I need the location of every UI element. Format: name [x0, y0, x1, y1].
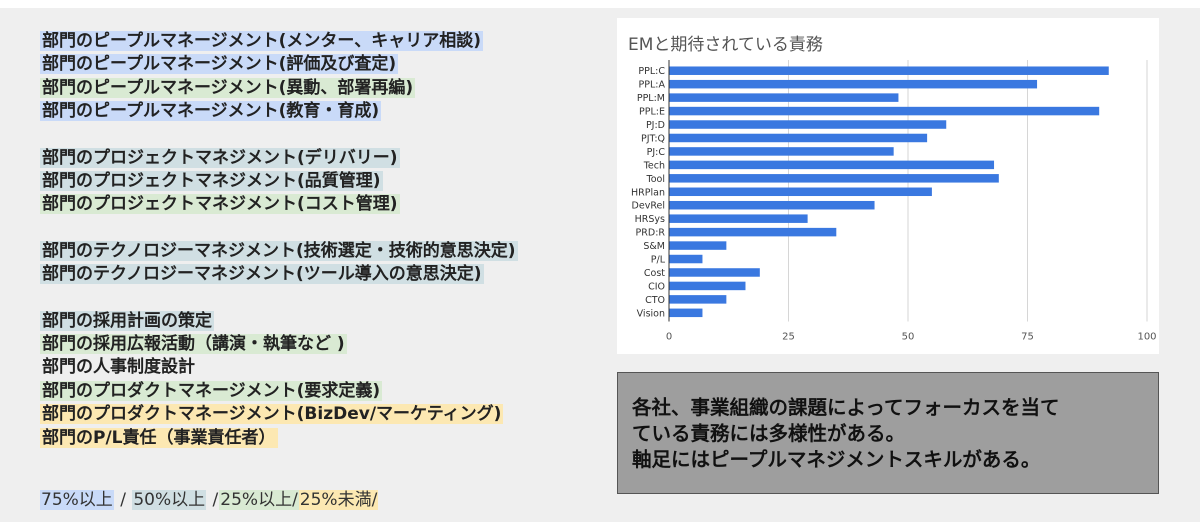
category-label: P/L	[651, 255, 666, 266]
duty-item: 部門の採用広報活動（講演・執筆など )	[40, 333, 600, 356]
duty-item-label: 部門のプロダクトマネージメント(要求定義)	[40, 380, 383, 401]
list-spacer	[40, 217, 600, 240]
duty-item-label: 部門の採用広報活動（講演・執筆など )	[40, 334, 347, 355]
bar	[669, 120, 947, 129]
duty-item-label: 部門のピープルマネージメント(評価及び査定)	[40, 54, 399, 75]
duty-item-label: 部門の採用計画の策定	[40, 310, 214, 331]
bar	[669, 147, 894, 156]
category-label: PJ:C	[647, 147, 666, 158]
legend-separator: /	[207, 490, 219, 510]
bar-chart: 0 25 50 75 100 PPL:C PPL:A PPL:M PPL:E PJ:D PJT:Q P…	[631, 60, 1157, 343]
bar	[669, 214, 808, 223]
category-label: PPL:E	[639, 107, 665, 118]
duty-item: 部門の採用計画の策定	[40, 310, 600, 333]
summary-note-text: 各社、事業組織の課題によってフォーカスを当て ている責務には多様性がある。 軸足…	[632, 396, 1060, 471]
coverage-legend: 75%以上 / 50%以上 /25%以上/25%未満/	[40, 485, 379, 510]
duty-item: 部門のピープルマネージメント(評価及び査定)	[40, 53, 600, 76]
bar	[669, 66, 1109, 75]
duty-item-label: 部門のピープルマネージメント(教育・育成)	[40, 101, 382, 122]
duty-item-label: 部門のP/L責任（事業責任者）	[40, 427, 278, 448]
x-tick-label: 50	[902, 332, 915, 343]
duty-item-label: 部門のプロジェクトマネジメント(品質管理)	[40, 171, 383, 192]
duty-item: 部門のプロジェクトマネジメント(コスト管理)	[40, 193, 600, 216]
list-spacer	[40, 287, 600, 310]
duty-list: 部門のピープルマネージメント(メンター、キャリア相談) 部門のピープルマネージメン…	[40, 30, 600, 450]
legend-separator: /	[114, 490, 132, 510]
duty-item: 部門のプロジェクトマネジメント(品質管理)	[40, 170, 600, 193]
x-tick-label: 25	[782, 332, 795, 343]
category-label: PPL:C	[638, 66, 665, 77]
duty-item: 部門のテクノロジーマネジメント(ツール導入の意思決定)	[40, 263, 600, 286]
duty-item: 部門のプロジェクトマネジメント(デリバリー)	[40, 147, 600, 170]
legend-75-percent: 75%以上	[40, 490, 114, 510]
x-tick-label: 100	[1137, 332, 1156, 343]
bar	[669, 241, 727, 250]
duty-item-label: 部門のプロジェクトマネジメント(デリバリー)	[40, 147, 400, 168]
duty-item-label: 部門のプロジェクトマネジメント(コスト管理)	[40, 194, 400, 215]
bar	[669, 160, 995, 170]
bar	[669, 308, 703, 318]
duty-item-label: 部門の人事制度設計	[42, 357, 195, 378]
duty-item: 部門のピープルマネージメント(異動、部署再編)	[40, 77, 600, 100]
category-label: PJ:D	[646, 120, 665, 131]
duty-item-label: 部門のプロダクトマネージメント(BizDev/マーケティング)	[40, 404, 504, 425]
category-label: PPL:M	[637, 93, 665, 104]
category-label: Cost	[644, 268, 665, 279]
chart-title: EMと期待されている責務	[628, 35, 823, 55]
x-tick-label: 75	[1021, 332, 1034, 343]
category-label: PPL:A	[639, 80, 666, 91]
category-label: PJT:Q	[641, 133, 665, 144]
category-label: Tool	[646, 174, 665, 185]
x-tick-label: 0	[666, 332, 672, 343]
category-label: Tech	[643, 160, 665, 171]
duty-item-label: 部門のテクノロジーマネジメント(ツール導入の意思決定)	[40, 264, 484, 285]
duty-item: 部門の人事制度設計	[40, 356, 600, 379]
bar	[669, 281, 746, 291]
bar	[669, 268, 760, 277]
category-label: CTO	[645, 295, 665, 306]
duty-item: 部門のピープルマネージメント(メンター、キャリア相談)	[40, 30, 600, 53]
duty-item-label: 部門のテクノロジーマネジメント(技術選定・技術的意思決定)	[40, 240, 518, 261]
category-label: DevRel	[632, 201, 665, 212]
duty-item: 部門のピープルマネージメント(教育・育成)	[40, 100, 600, 123]
bar	[669, 174, 999, 183]
top-bar	[0, 0, 1200, 8]
duty-item-label: 部門のピープルマネージメント(異動、部署再編)	[40, 77, 416, 98]
category-label: HRSys	[635, 214, 665, 225]
category-label: CIO	[648, 281, 665, 292]
duty-item: 部門のプロダクトマネージメント(BizDev/マーケティング)	[40, 403, 600, 426]
duty-item: 部門のP/L責任（事業責任者）	[40, 427, 600, 450]
category-label: HRPlan	[631, 187, 665, 198]
legend-25-percent: 25%以上/	[219, 490, 299, 510]
category-label: Vision	[637, 308, 665, 319]
duty-item: 部門のプロダクトマネージメント(要求定義)	[40, 380, 600, 403]
duty-item-label: 部門のピープルマネージメント(メンター、キャリア相談)	[40, 31, 484, 51]
bar	[669, 187, 932, 197]
bar	[669, 254, 703, 264]
bar	[669, 93, 899, 102]
bar	[669, 200, 875, 210]
legend-under-25-percent: 25%未満/	[298, 490, 379, 510]
bar	[669, 227, 837, 237]
bar	[669, 106, 1100, 116]
category-label: PRD:R	[636, 228, 666, 239]
bar	[669, 133, 928, 143]
category-label: S&M	[643, 241, 665, 252]
bar	[669, 295, 727, 304]
summary-note-box: 各社、事業組織の課題によってフォーカスを当て ている責務には多様性がある。 軸足…	[617, 372, 1159, 494]
duty-item: 部門のテクノロジーマネジメント(技術選定・技術的意思決定)	[40, 240, 600, 263]
list-spacer	[40, 124, 600, 147]
legend-50-percent: 50%以上	[132, 490, 207, 510]
bar	[669, 79, 1038, 89]
